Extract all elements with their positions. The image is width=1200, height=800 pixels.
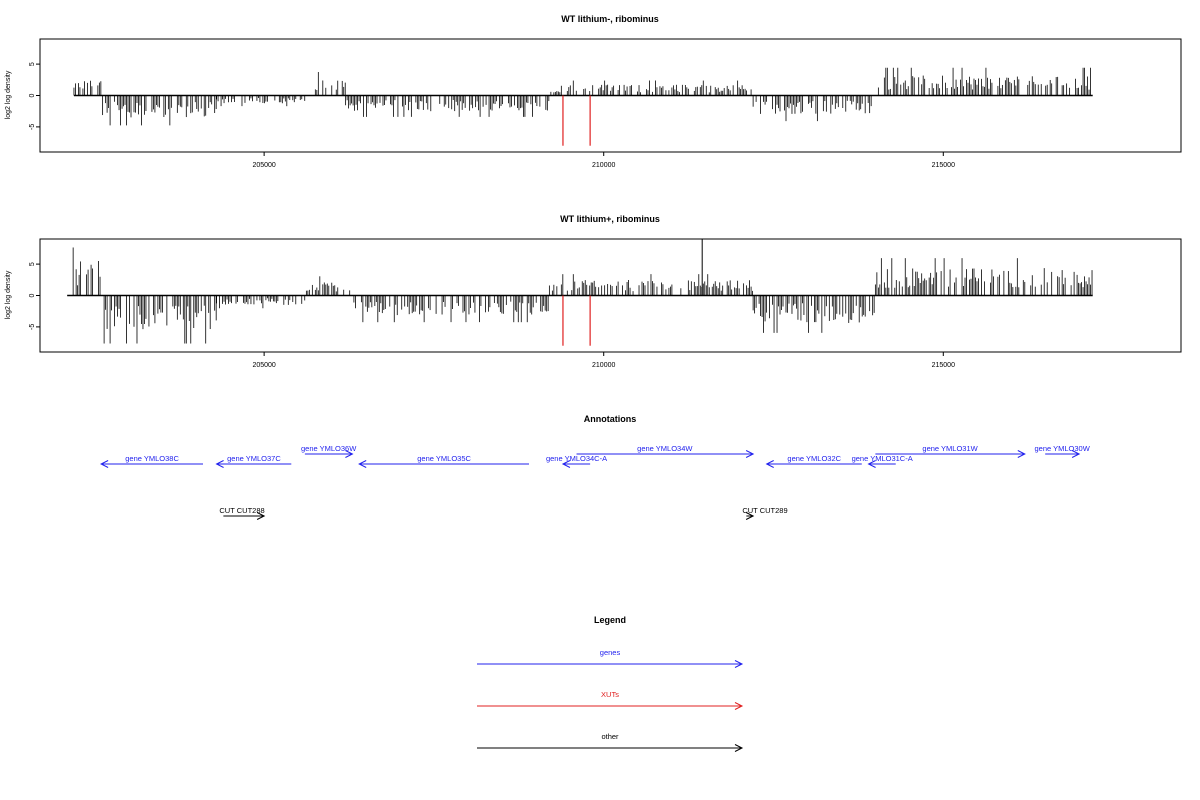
gene-label: gene YMLO36W (301, 444, 357, 453)
y-tick-label: -5 (29, 124, 36, 130)
gene-arrow-head (100, 460, 109, 468)
track-2-x-axis: 205000 210000 215000 (252, 352, 955, 369)
gene-arrow-head (1017, 450, 1026, 458)
track-1-x-axis: 205000 210000 215000 (252, 152, 955, 169)
gene-label: gene YMLO38C (125, 454, 179, 463)
gene-arrow-head (1071, 450, 1081, 458)
track-1-y-axis: -5 0 5 (29, 62, 40, 130)
y-tick-label: 5 (29, 262, 36, 266)
y-tick-label: 0 (29, 293, 36, 297)
gene-label: gene YMLO31C-A (852, 454, 913, 463)
annotations-panel: Annotations gene YMLO38C gene YMLO37Cgene… (100, 414, 1091, 520)
track-2-y-axis: -5 0 5 (29, 262, 40, 330)
gene-label: gene YMLO34W (637, 444, 693, 453)
gene-arrow-head (867, 460, 876, 468)
gene-arrow-head (765, 460, 774, 468)
x-tick-label: 205000 (252, 162, 275, 169)
gene-label: gene YMLO34C-A (546, 454, 607, 463)
gene-label: gene YMLO32C (787, 454, 841, 463)
other-label: CUT CUT289 (742, 506, 787, 515)
other-arrow-head (256, 512, 266, 520)
gene-label: gene YMLO31W (922, 444, 978, 453)
legend-title: Legend (594, 615, 626, 625)
legend-arrow-head (734, 744, 744, 752)
track-lithium-minus: WT lithium-, ribominus log2 log density … (5, 14, 1182, 169)
x-tick-label: 215000 (932, 362, 955, 369)
legend: Legend genes XUTs other (477, 615, 744, 752)
gene-arrow-head (745, 450, 755, 458)
gene-label: gene YMLO35C (417, 454, 471, 463)
annotations-title: Annotations (584, 414, 637, 424)
track-2-ylabel: log2 log density (5, 270, 12, 319)
legend-items: genes XUTs other (477, 648, 744, 752)
x-tick-label: 210000 (592, 162, 615, 169)
track-1-bars (73, 67, 1093, 126)
track-1-ylabel: log2 log density (5, 70, 12, 119)
track-1-markers (562, 95, 591, 146)
x-tick-label: 205000 (252, 362, 275, 369)
other-arrow-head (745, 512, 755, 520)
legend-arrow-head (734, 660, 744, 668)
y-tick-label: 0 (29, 93, 36, 97)
gene-arrow-head (561, 460, 571, 468)
gene-label: gene YMLO30W (1034, 444, 1090, 453)
gene-arrow-head (358, 460, 367, 468)
x-tick-label: 215000 (932, 162, 955, 169)
gene-arrows: gene YMLO38C gene YMLO37C gene YMLO36W gene… (100, 444, 1091, 468)
gene-arrow-head (215, 460, 224, 468)
track-2-title: WT lithium+, ribominus (560, 214, 660, 224)
y-tick-label: 5 (29, 62, 36, 66)
legend-label: genes (600, 648, 621, 657)
x-tick-label: 210000 (592, 362, 615, 369)
other-arrows: CUT CUT288 CUT CUT289 (219, 506, 788, 520)
other-label: CUT CUT288 (219, 506, 264, 515)
track-2-markers (562, 295, 591, 346)
gene-label: gene YMLO37C (227, 454, 281, 463)
y-tick-label: -5 (29, 324, 36, 330)
legend-label: other (601, 732, 619, 741)
gene-arrow-head (345, 450, 354, 458)
track-1-title: WT lithium-, ribominus (561, 14, 659, 24)
legend-label: XUTs (601, 690, 619, 699)
track-2-bars (67, 239, 1093, 344)
track-lithium-plus: WT lithium+, ribominus log2 log density … (5, 214, 1182, 369)
legend-arrow-head (734, 702, 744, 710)
